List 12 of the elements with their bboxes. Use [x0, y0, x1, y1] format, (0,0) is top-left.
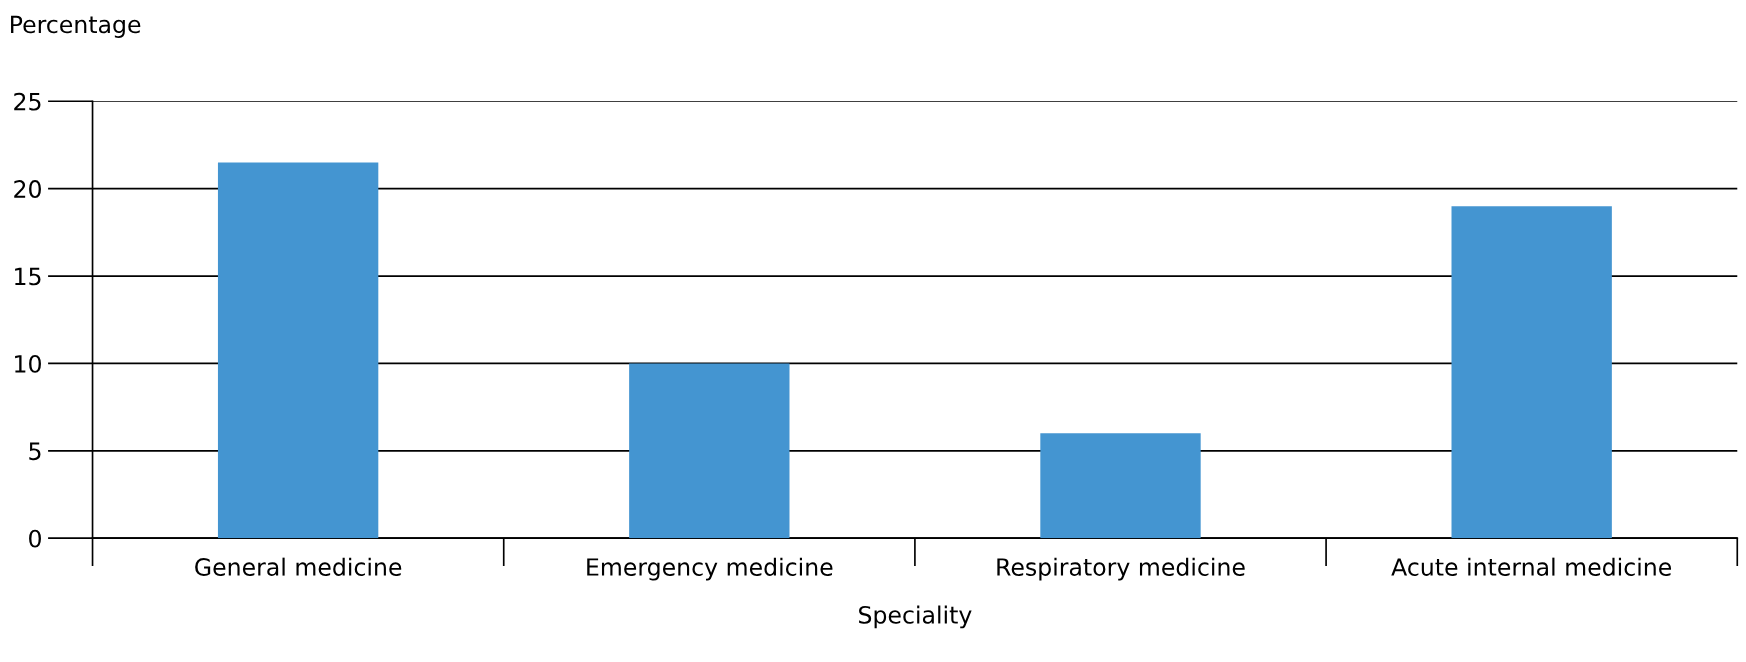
y-tick-label: 10	[15, 354, 41, 373]
x-tick-label: General medicine	[195, 557, 402, 576]
y-tick-label: 5	[29, 442, 41, 461]
x-tick-label: Acute internal medicine	[1391, 557, 1672, 576]
y-tick-label: 20	[14, 180, 41, 198]
x-tick-label: Emergency medicine	[587, 557, 833, 581]
y-tick-label: 15	[15, 267, 41, 286]
y-tick-label: 25	[14, 92, 41, 111]
x-axis-title: Speciality	[859, 605, 972, 629]
y-tick-label: 0	[29, 529, 41, 548]
y-axis-title: Percentage	[11, 15, 141, 38]
x-tick-label: Respiratory medicine	[997, 557, 1245, 581]
